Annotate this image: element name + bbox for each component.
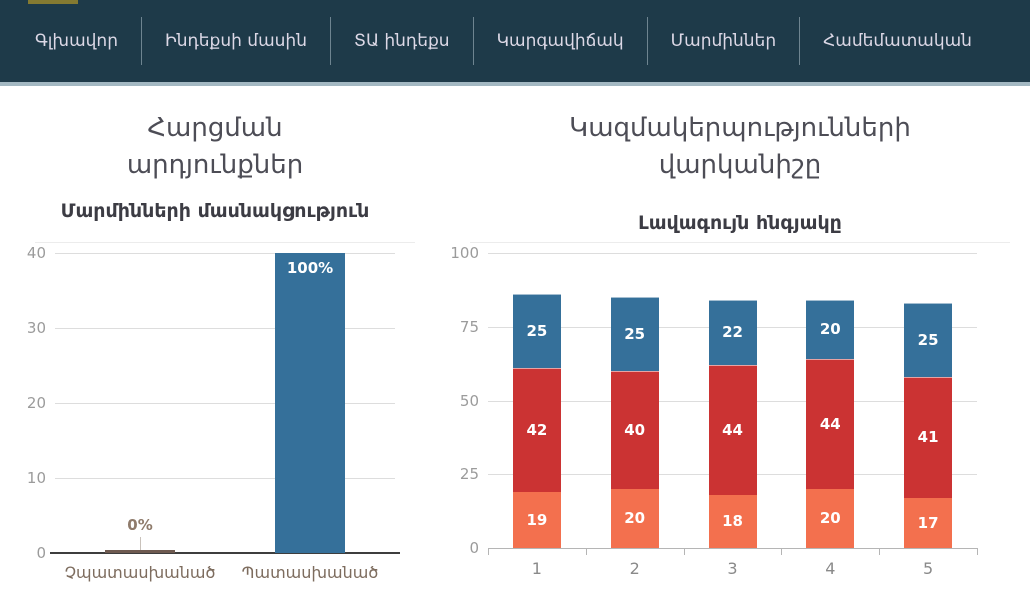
bar-segment-bottom — [610, 489, 659, 548]
category-label: 5 — [923, 559, 934, 578]
y-axis-tick-label: 75 — [459, 318, 479, 336]
y-axis-tick-label: 100 — [450, 244, 479, 262]
gridline-30 — [55, 328, 395, 329]
nav-item-6[interactable]: Համեմատական — [799, 17, 995, 65]
participation-chart-title: Մարմինների մասնակցություն — [60, 200, 370, 222]
x-axis-tick-mark — [586, 548, 587, 555]
bar-segment-top — [904, 303, 953, 377]
nav-item-3[interactable]: ՏԱ ինդեքս — [329, 17, 473, 65]
gridline-100 — [488, 253, 977, 254]
segment-value-label: 20 — [819, 509, 841, 527]
nav-item-1[interactable]: Գլխավոր — [35, 31, 118, 51]
top-navigation: Գլխավոր Ինդեքսի մասին ՏԱ ինդեքս Կարգավիճակ Մ… — [0, 0, 1030, 86]
bar-segment-top — [708, 300, 757, 365]
right-title-line-1: Կազմակերպությունների — [569, 113, 911, 143]
category-label: 4 — [825, 559, 836, 578]
left-section-title: Հարցման արդյունքներ — [0, 110, 430, 184]
y-axis-tick-label: 0 — [36, 544, 46, 562]
chart-top-border — [470, 242, 1010, 243]
segment-value-label: 19 — [526, 511, 548, 529]
organizations-rating-header: Կազմակերպությունների վարկանիշը Լավագույն … — [450, 110, 1030, 234]
segment-value-label: 44 — [819, 415, 841, 433]
segment-value-label: 25 — [624, 325, 646, 343]
right-section-title: Կազմակերպությունների վարկանիշը — [450, 110, 1030, 184]
bar-segment-middle — [708, 365, 757, 495]
bar-segment-bottom — [512, 492, 561, 548]
bar-segment-middle — [512, 368, 561, 492]
nav-item-2[interactable]: Ինդեքսի մասին — [140, 17, 330, 65]
category-label: 1 — [531, 559, 542, 578]
nav-item-5[interactable]: Մարմիններ — [646, 17, 799, 65]
segment-value-label: 40 — [624, 421, 646, 439]
survey-results-header: Հարցման արդյունքներ Մարմինների մասնակցութ… — [0, 110, 430, 222]
zero-value-bar — [105, 550, 175, 553]
segment-value-label: 20 — [819, 320, 841, 338]
x-axis-tick-mark — [977, 548, 978, 555]
y-axis-tick-label: 40 — [26, 244, 46, 262]
x-axis-tick-mark — [781, 548, 782, 555]
x-axis-line — [488, 548, 977, 549]
segment-value-label: 42 — [526, 421, 548, 439]
y-axis-tick-label: 25 — [459, 465, 479, 483]
bar-segment-top — [806, 300, 855, 359]
participation-bar — [275, 253, 345, 553]
gridline-20 — [55, 403, 395, 404]
gridline-10 — [55, 478, 395, 479]
left-title-line-2: արդյունքներ — [126, 150, 304, 180]
bar-segment-bottom — [806, 489, 855, 548]
gridline-40 — [55, 253, 395, 254]
y-axis-tick-label: 30 — [26, 319, 46, 337]
y-axis-tick-label: 50 — [459, 392, 479, 410]
category-label: 3 — [727, 559, 738, 578]
segment-value-label: 17 — [917, 514, 939, 532]
participation-bar-chart: 0 10 20 30 40 0% Չպատասխանած 100% Պատասխանած — [0, 240, 430, 600]
bar-segment-top — [512, 294, 561, 368]
category-label: Չպատասխանած — [64, 563, 216, 582]
x-axis-line — [50, 552, 400, 554]
category-label: Պատասխանած — [241, 563, 379, 582]
x-axis-tick-mark — [488, 548, 489, 555]
y-axis-tick-label: 10 — [26, 469, 46, 487]
y-axis-tick-label: 0 — [469, 539, 479, 557]
logo-fragment — [28, 0, 78, 4]
bar-segment-middle — [610, 371, 659, 489]
y-axis-tick-label: 20 — [26, 394, 46, 412]
segment-value-label: 41 — [917, 428, 939, 446]
bar-segment-middle — [806, 359, 855, 489]
category-label: 2 — [629, 559, 640, 578]
segment-value-label: 25 — [526, 322, 548, 340]
segment-value-label: 18 — [722, 512, 743, 530]
rating-stacked-bar-chart: 0 25 50 75 100 19 42 25 1 20 40 25 2 18 44 22 3 20 44 20 4 17… — [440, 240, 1030, 600]
bar-segment-bottom — [904, 498, 953, 548]
nav-item-4[interactable]: Կարգավիճակ — [472, 17, 647, 65]
right-title-line-2: վարկանիշը — [658, 150, 822, 180]
top-five-chart-title: Լավագույն հնգյակը — [638, 212, 842, 234]
segment-value-label: 20 — [624, 509, 646, 527]
left-title-line-1: Հարցման — [147, 113, 283, 143]
segment-value-label: 25 — [917, 331, 939, 349]
x-axis-tick-mark — [684, 548, 685, 555]
bar-value-label: 100% — [286, 259, 334, 277]
segment-value-label: 22 — [722, 323, 743, 341]
segment-value-label: 44 — [722, 421, 743, 439]
annotation-connector — [140, 537, 141, 550]
x-axis-tick-mark — [879, 548, 880, 555]
nav-list: Գլխավոր Ինդեքսի մասին ՏԱ ինդեքս Կարգավիճակ Մ… — [0, 0, 1030, 82]
chart-top-border — [35, 242, 415, 243]
bar-segment-bottom — [708, 495, 757, 548]
bar-segment-middle — [904, 377, 953, 498]
bar-segment-top — [610, 297, 659, 371]
annotation-label: 0% — [127, 516, 153, 534]
